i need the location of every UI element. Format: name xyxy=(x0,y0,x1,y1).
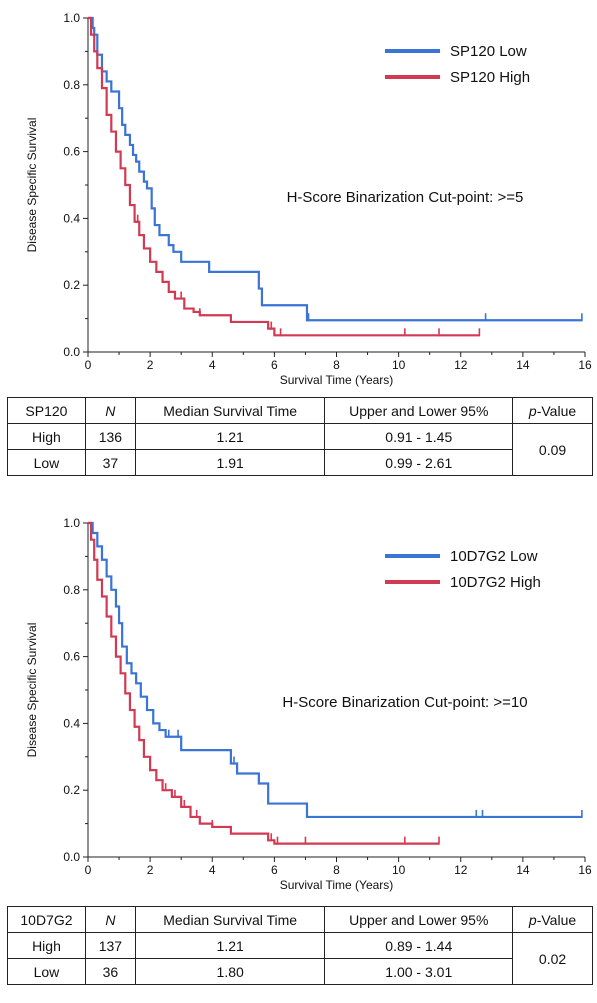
km-panel-sp120: 0.0 0.2 0.4 0.6 0.8 1.0 0 2 4 6 8 10 12 14 16 Survival … xyxy=(0,0,597,392)
table-header-cell: SP120 xyxy=(7,397,86,424)
y-axis-label: Disease Specific Survival xyxy=(25,118,39,253)
table-cell: 136 xyxy=(84,423,136,450)
table-cell: 1.80 xyxy=(134,958,326,985)
x-tick-label: 16 xyxy=(578,863,592,877)
summary-table-10d7g2: 10D7G2 N Median Survival Time Upper and … xyxy=(7,906,593,985)
x-tick-label: 8 xyxy=(333,863,340,877)
summary-table-sp120: SP120 N Median Survival Time Upper and L… xyxy=(7,397,593,476)
table-header-cell: Upper and Lower 95% xyxy=(324,397,514,424)
table-header-row: SP120 N Median Survival Time Upper and L… xyxy=(7,397,593,424)
y-tick-label: 0.2 xyxy=(63,783,80,797)
cut-point-annotation: H-Score Binarization Cut-point: >=10 xyxy=(282,694,527,711)
table-cell: 1.21 xyxy=(134,932,326,959)
y-tick-label: 0.6 xyxy=(63,145,80,159)
series-line-high xyxy=(88,521,440,845)
series-line-low xyxy=(88,521,582,819)
table-cell: 137 xyxy=(84,932,136,959)
table-cell: High xyxy=(7,423,86,450)
x-tick-label: 0 xyxy=(85,863,92,877)
table-row: Low 37 1.91 0.99 - 2.61 xyxy=(7,449,593,476)
x-tick-label: 10 xyxy=(392,863,406,877)
table-header-cell: N xyxy=(84,906,136,933)
table-row: High 136 1.21 0.91 - 1.45 0.09 xyxy=(7,423,593,476)
table-header-cell: Median Survival Time xyxy=(134,906,326,933)
x-tick-label: 2 xyxy=(147,863,154,877)
y-tick-label: 0.8 xyxy=(63,583,80,597)
table-cell: 36 xyxy=(84,958,136,985)
km-panel-10d7g2: 0.0 0.2 0.4 0.6 0.8 1.0 0 2 4 6 8 10 12 14 16 Survival … xyxy=(0,505,597,897)
x-tick-label: 12 xyxy=(454,358,468,372)
table-cell: 37 xyxy=(84,449,136,476)
table-cell: High xyxy=(7,932,86,959)
series-line-high xyxy=(88,16,480,337)
table-cell: Low xyxy=(7,958,86,985)
table-header-cell: 10D7G2 xyxy=(7,906,86,933)
y-tick-label: 0.8 xyxy=(63,78,80,92)
p-value-cell: 0.02 xyxy=(512,932,593,985)
table-header-cell: Median Survival Time xyxy=(134,397,326,424)
series-line-low xyxy=(88,16,582,322)
x-tick-label: 0 xyxy=(85,358,92,372)
table-header-cell: Upper and Lower 95% xyxy=(324,906,514,933)
km-chart-10d7g2: 0.0 0.2 0.4 0.6 0.8 1.0 0 2 4 6 8 10 12 14 16 Survival … xyxy=(25,516,592,892)
table-header-cell: p-Value xyxy=(512,397,593,424)
x-tick-label: 2 xyxy=(147,358,154,372)
table-cell: 0.89 - 1.44 xyxy=(324,932,514,959)
x-tick-label: 4 xyxy=(209,863,216,877)
x-tick-label: 16 xyxy=(578,358,592,372)
x-tick-label: 8 xyxy=(333,358,340,372)
y-tick-label: 1.0 xyxy=(63,11,80,25)
table-cell: 0.99 - 2.61 xyxy=(324,449,514,476)
table-cell: 1.91 xyxy=(134,449,326,476)
legend-label-high: SP120 High xyxy=(450,69,530,86)
y-tick-label: 1.0 xyxy=(63,516,80,530)
table-cell: 1.21 xyxy=(134,423,326,450)
y-axis-label: Disease Specific Survival xyxy=(25,623,39,758)
table-header-row: 10D7G2 N Median Survival Time Upper and … xyxy=(7,906,593,933)
table-header-cell: p-Value xyxy=(512,906,593,933)
x-tick-label: 14 xyxy=(516,863,530,877)
km-chart-sp120: 0.0 0.2 0.4 0.6 0.8 1.0 0 2 4 6 8 10 12 14 16 Survival … xyxy=(25,11,592,387)
legend-label-low: 10D7G2 Low xyxy=(450,548,538,565)
x-axis-label: Survival Time (Years) xyxy=(280,373,394,387)
table-cell: 1.00 - 3.01 xyxy=(324,958,514,985)
y-tick-label: 0.0 xyxy=(63,345,80,359)
x-tick-label: 6 xyxy=(271,863,278,877)
table-cell: 0.91 - 1.45 xyxy=(324,423,514,450)
x-tick-label: 14 xyxy=(516,358,530,372)
x-tick-label: 10 xyxy=(392,358,406,372)
y-tick-label: 0.6 xyxy=(63,650,80,664)
table-cell: Low xyxy=(7,449,86,476)
y-tick-label: 0.0 xyxy=(63,850,80,864)
x-axis-label: Survival Time (Years) xyxy=(280,878,394,892)
x-tick-label: 12 xyxy=(454,863,468,877)
legend-label-high: 10D7G2 High xyxy=(450,574,541,591)
y-tick-label: 0.4 xyxy=(63,716,80,730)
table-header-cell: N xyxy=(84,397,136,424)
x-tick-label: 6 xyxy=(271,358,278,372)
x-tick-label: 4 xyxy=(209,358,216,372)
table-row: High 137 1.21 0.89 - 1.44 0.02 xyxy=(7,932,593,985)
y-tick-label: 0.2 xyxy=(63,278,80,292)
cut-point-annotation: H-Score Binarization Cut-point: >=5 xyxy=(287,189,524,206)
y-tick-label: 0.4 xyxy=(63,211,80,225)
p-value-cell: 0.09 xyxy=(512,423,593,476)
table-row: Low 36 1.80 1.00 - 3.01 xyxy=(7,958,593,985)
legend-label-low: SP120 Low xyxy=(450,43,527,60)
